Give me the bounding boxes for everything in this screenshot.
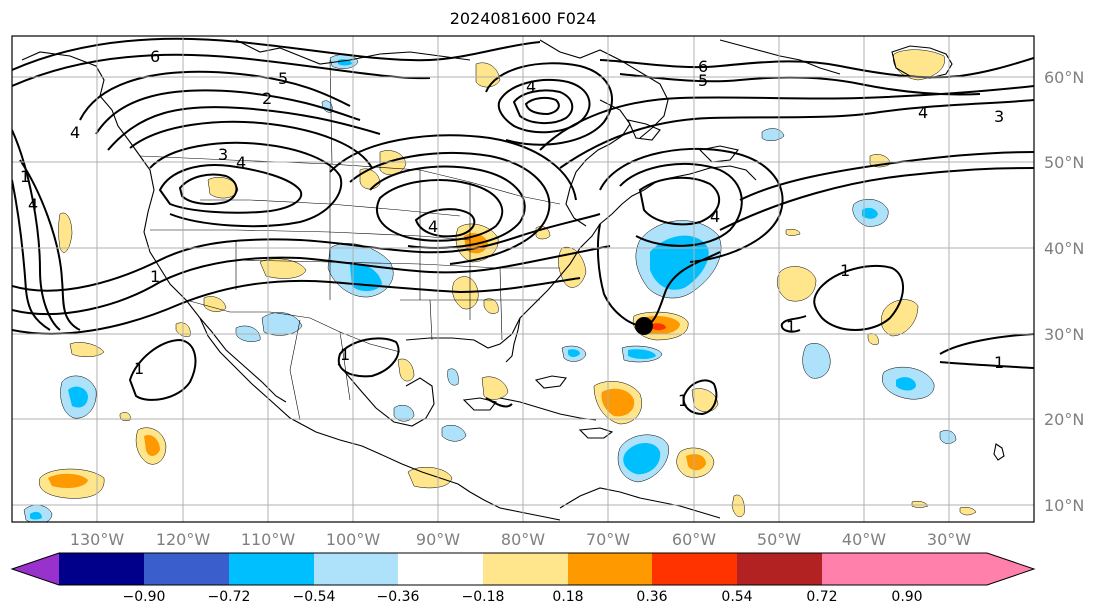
contour-label: 4 bbox=[28, 195, 38, 214]
contour-label: 1 bbox=[134, 359, 144, 378]
longitude-label: 70°W bbox=[586, 530, 630, 549]
colorbar-segment bbox=[229, 553, 314, 585]
contour-label: 1 bbox=[678, 391, 688, 410]
contour-label: 1 bbox=[150, 267, 160, 286]
latitude-label: 50°N bbox=[1044, 153, 1084, 172]
storm-center-marker bbox=[635, 317, 653, 335]
contour-label: 5 bbox=[278, 69, 288, 88]
latitude-label: 30°N bbox=[1044, 325, 1084, 344]
contour-label: 1 bbox=[786, 317, 796, 336]
colorbar: −0.90 −0.72 −0.54 −0.36 −0.18 0.18 0.36 … bbox=[10, 552, 1036, 605]
latitude-label: 10°N bbox=[1044, 496, 1084, 515]
colorbar-segment bbox=[907, 553, 1034, 585]
longitude-labels: 130°W 120°W 110°W 100°W 90°W 80°W 70°W 6… bbox=[70, 530, 971, 549]
latitude-label: 20°N bbox=[1044, 410, 1084, 429]
longitude-label: 60°W bbox=[672, 530, 716, 549]
contour-label: 1 bbox=[994, 353, 1004, 372]
colorbar-tick-label: −0.90 bbox=[123, 589, 166, 605]
colorbar-tick-label: −0.36 bbox=[377, 589, 420, 605]
contour-label: 3 bbox=[218, 145, 228, 164]
contour-label: 5 bbox=[698, 71, 708, 90]
graticule bbox=[12, 36, 1034, 522]
longitude-label: 130°W bbox=[70, 530, 125, 549]
colorbar-tick-label: 0.72 bbox=[806, 589, 837, 605]
colorbar-segment bbox=[398, 553, 483, 585]
colorbar-tick-label: −0.18 bbox=[462, 589, 505, 605]
colorbar-segment bbox=[737, 553, 822, 585]
latitude-labels: 60°N 50°N 40°N 30°N 20°N 10°N bbox=[1044, 68, 1084, 515]
contour-label: 4 bbox=[526, 77, 536, 96]
colorbar-segment bbox=[314, 553, 398, 585]
longitude-label: 90°W bbox=[416, 530, 460, 549]
latitude-label: 40°N bbox=[1044, 239, 1084, 258]
colorbar-tick-label: 0.18 bbox=[552, 589, 583, 605]
contour-label: 3 bbox=[994, 107, 1004, 126]
colorbar-segment bbox=[822, 553, 907, 585]
map-frame bbox=[11, 35, 1035, 523]
colorbar-segment bbox=[59, 553, 144, 585]
longitude-label: 80°W bbox=[501, 530, 545, 549]
colorbar-tick-label: 0.90 bbox=[891, 589, 922, 605]
longitude-label: 100°W bbox=[326, 530, 381, 549]
longitude-label: 120°W bbox=[156, 530, 211, 549]
colorbar-segment bbox=[144, 553, 229, 585]
longitude-label: 110°W bbox=[241, 530, 296, 549]
colorbar-segment bbox=[652, 553, 737, 585]
colorbar-tick-label: −0.54 bbox=[293, 589, 336, 605]
colorbar-tick-label: −0.72 bbox=[208, 589, 251, 605]
contour-label: 6 bbox=[150, 47, 160, 66]
anomaly-shading bbox=[23, 49, 977, 522]
contour-label: 6 bbox=[698, 57, 708, 76]
contour-label: 2 bbox=[262, 89, 272, 108]
colorbar-outline bbox=[10, 552, 1036, 586]
longitude-label: 30°W bbox=[927, 530, 971, 549]
map-title: 2024081600 F024 bbox=[449, 9, 597, 28]
colorbar-segment bbox=[568, 553, 652, 585]
contour-label: 4 bbox=[918, 103, 928, 122]
contour-lines bbox=[12, 37, 1034, 416]
contour-label: 1 bbox=[20, 167, 30, 186]
longitude-label: 50°W bbox=[757, 530, 801, 549]
longitude-label: 40°W bbox=[842, 530, 886, 549]
latitude-label: 60°N bbox=[1044, 68, 1084, 87]
contour-label: 4 bbox=[710, 207, 720, 226]
contour-label: 1 bbox=[340, 345, 350, 364]
contour-labels: 6 5 2 4 3 4 6 5 4 3 1 4 1 4 4 1 1 1 1 1 … bbox=[20, 47, 1004, 410]
contour-label: 1 bbox=[840, 261, 850, 280]
colorbar-tick-label: 0.54 bbox=[721, 589, 752, 605]
contour-label: 4 bbox=[236, 153, 246, 172]
contour-label: 4 bbox=[428, 217, 438, 236]
political-borders bbox=[139, 59, 561, 421]
colorbar-segment bbox=[12, 553, 59, 585]
contour-label: 4 bbox=[70, 123, 80, 142]
colorbar-tick-label: 0.36 bbox=[636, 589, 667, 605]
colorbar-segment bbox=[483, 553, 568, 585]
